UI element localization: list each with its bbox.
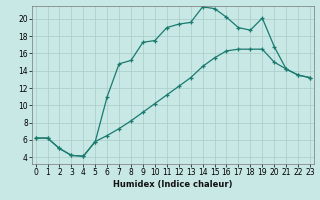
X-axis label: Humidex (Indice chaleur): Humidex (Indice chaleur) [113, 180, 233, 189]
